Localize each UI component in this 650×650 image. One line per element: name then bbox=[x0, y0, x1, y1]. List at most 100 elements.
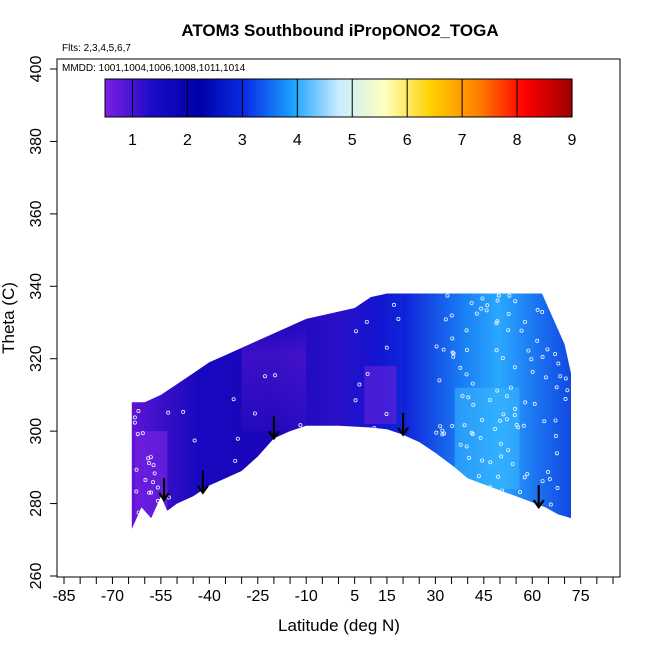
colorbar-segment bbox=[176, 79, 180, 117]
field-patch-equatorial bbox=[364, 365, 397, 424]
sample-point bbox=[518, 490, 523, 495]
sample-point bbox=[466, 395, 471, 400]
colorbar-segment bbox=[256, 79, 260, 117]
sample-point bbox=[353, 398, 358, 403]
colorbar-segment bbox=[484, 79, 488, 117]
colorbar-segment bbox=[349, 79, 353, 117]
sample-point bbox=[542, 419, 547, 424]
colorbar-segment bbox=[475, 79, 480, 117]
colorbar-segment bbox=[530, 79, 535, 117]
colorbar-segment bbox=[275, 79, 279, 117]
colorbar-segment bbox=[401, 79, 406, 117]
colorbar-segment bbox=[253, 79, 257, 117]
colorbar-segment bbox=[547, 79, 551, 117]
colorbar-segment bbox=[220, 79, 224, 117]
sample-point bbox=[445, 293, 450, 298]
colorbar-segment bbox=[566, 79, 570, 117]
colorbar-tick-label: 1 bbox=[128, 132, 137, 149]
sample-point bbox=[507, 293, 512, 298]
colorbar-segment bbox=[137, 79, 142, 117]
colorbar-segment bbox=[396, 79, 400, 117]
colorbar-segment bbox=[522, 79, 526, 117]
colorbar-segment bbox=[434, 79, 438, 117]
sample-point bbox=[484, 308, 489, 313]
colorbar-segment bbox=[258, 79, 263, 117]
sample-point bbox=[513, 406, 518, 411]
sample-point bbox=[513, 299, 518, 304]
sample-point bbox=[152, 471, 157, 476]
sample-point bbox=[480, 296, 485, 301]
sample-point bbox=[151, 480, 156, 485]
colorbar-segment bbox=[195, 79, 199, 117]
colorbar-segment bbox=[305, 79, 309, 117]
colorbar-segment bbox=[124, 79, 128, 117]
colorbar-tick-label: 5 bbox=[348, 132, 357, 149]
sample-point bbox=[434, 344, 439, 349]
sample-point bbox=[451, 354, 456, 359]
sample-point bbox=[554, 385, 559, 390]
colorbar-segment bbox=[445, 79, 449, 117]
sample-point bbox=[530, 369, 535, 374]
colorbar-segment bbox=[552, 79, 557, 117]
colorbar-segment bbox=[495, 79, 499, 117]
colorbar-segment bbox=[503, 79, 507, 117]
colorbar-segment bbox=[132, 79, 136, 117]
colorbar-segment bbox=[212, 79, 216, 117]
sample-point bbox=[480, 418, 485, 423]
colorbar-segment bbox=[550, 79, 554, 117]
sample-point bbox=[553, 351, 558, 356]
colorbar-segment bbox=[478, 79, 482, 117]
colorbar-segment bbox=[561, 79, 565, 117]
x-tick-label: -55 bbox=[149, 588, 172, 605]
colorbar-segment bbox=[110, 79, 114, 117]
colorbar-segment bbox=[462, 79, 466, 117]
colorbar-segment bbox=[354, 79, 359, 117]
sample-point bbox=[146, 456, 151, 461]
colorbar-segment bbox=[338, 79, 342, 117]
sample-point bbox=[496, 474, 501, 479]
colorbar-segment bbox=[431, 79, 436, 117]
colorbar-segment bbox=[508, 79, 513, 117]
sample-point bbox=[512, 412, 517, 417]
sample-point bbox=[504, 394, 509, 399]
colorbar-tick-label: 7 bbox=[458, 132, 467, 149]
colorbar-segment bbox=[280, 79, 285, 117]
colorbar-segment bbox=[209, 79, 213, 117]
colorbar-segment bbox=[489, 79, 493, 117]
colorbar-segment bbox=[118, 79, 123, 117]
colorbar-segment bbox=[387, 79, 392, 117]
colorbar-segment bbox=[467, 79, 471, 117]
flight-arrow bbox=[397, 412, 409, 437]
sample-point bbox=[445, 478, 450, 483]
colorbar-segment bbox=[437, 79, 441, 117]
colorbar-segment bbox=[228, 79, 232, 117]
colorbar-segment bbox=[418, 79, 422, 117]
colorbar-segment bbox=[278, 79, 282, 117]
colorbar-segment bbox=[242, 79, 246, 117]
colorbar-segment bbox=[514, 79, 518, 117]
sample-point bbox=[545, 347, 550, 352]
dates-label: MMDD: 1001,1004,1006,1008,1011,1014 bbox=[62, 63, 246, 74]
sample-point bbox=[438, 424, 443, 429]
colorbar-segment bbox=[151, 79, 156, 117]
sample-point bbox=[553, 433, 558, 438]
sample-point bbox=[508, 385, 513, 390]
sample-point bbox=[391, 302, 396, 307]
colorbar-segment bbox=[267, 79, 271, 117]
sample-point bbox=[563, 376, 568, 381]
field-patch-light-blue bbox=[454, 387, 520, 490]
sample-point bbox=[474, 311, 479, 316]
chart-title: ATOM3 Southbound iPropONO2_TOGA bbox=[181, 21, 498, 40]
colorbar-segment bbox=[407, 79, 411, 117]
sample-point bbox=[445, 463, 450, 468]
colorbar-segment bbox=[426, 79, 430, 117]
sample-point bbox=[505, 417, 510, 422]
sample-point bbox=[540, 310, 545, 315]
sample-point bbox=[262, 374, 267, 379]
sample-point bbox=[543, 375, 548, 380]
colorbar-segment bbox=[247, 79, 252, 117]
colorbar-segment bbox=[168, 79, 172, 117]
sample-point bbox=[440, 432, 445, 437]
colorbar-segment bbox=[311, 79, 315, 117]
colorbar-segment bbox=[563, 79, 568, 117]
